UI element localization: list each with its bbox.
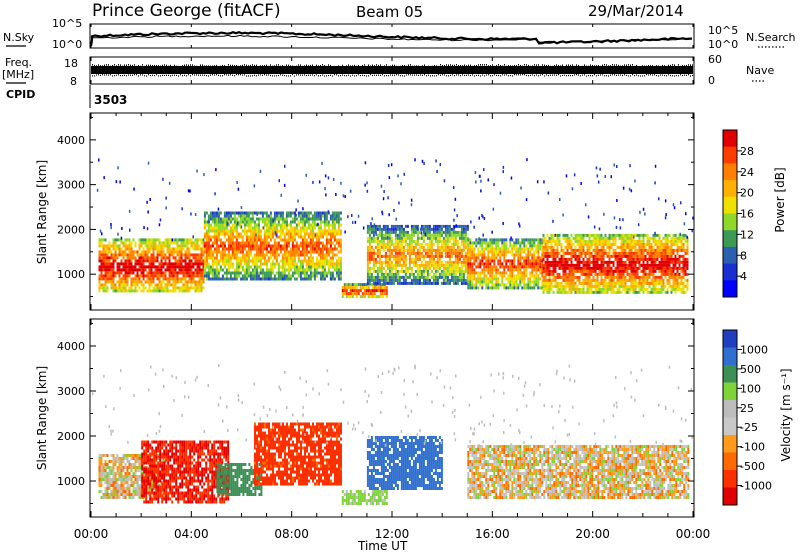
x-tick-label: 16:00 — [475, 527, 510, 541]
freq-noise — [92, 64, 693, 77]
nsky-trace — [89, 31, 693, 47]
colorbar-swatch — [723, 213, 737, 231]
nsearch-trace — [91, 34, 693, 44]
x-tick-label: 00:00 — [74, 527, 109, 541]
velocity-data — [91, 364, 693, 505]
colorbar-tick-label: 100 — [740, 382, 761, 395]
power-ylabel: Slant Range [km] — [35, 160, 49, 264]
y-tick-label: 4000 — [57, 340, 85, 353]
nsky-tick-bottom: 10^0 — [52, 38, 82, 51]
colorbar-tick-label: -500 — [740, 460, 765, 473]
freq-tick-bottom: 8 — [70, 75, 77, 88]
freq-unit: [MHz] — [2, 68, 34, 81]
colorbar-tick-label: 500 — [740, 363, 761, 376]
x-tick-label: 12:00 — [375, 527, 410, 541]
y-tick-label: 1000 — [57, 268, 85, 281]
colorbar-swatch — [723, 487, 737, 506]
colorbar-swatch — [723, 180, 737, 198]
power-colorbar: 28 24 20 16 12 8 4 — [722, 129, 754, 298]
nsky-tick-top: 10^5 — [52, 17, 82, 30]
y-tick-label: 3000 — [57, 385, 85, 398]
colorbar-tick-label: -100 — [740, 441, 765, 454]
y-tick-label: 2000 — [57, 223, 85, 236]
colorbar-swatch — [723, 196, 737, 214]
colorbar-swatch — [723, 230, 737, 248]
colorbar-tick-label: 4 — [740, 270, 747, 283]
colorbar-tick-label: 8 — [740, 249, 747, 262]
colorbar-swatch — [723, 263, 737, 281]
velocity-ylabel: Slant Range [km] — [35, 366, 49, 470]
colorbar-tick-label: -1000 — [740, 480, 772, 493]
velocity-colorbar: 1000 500 100 25 -25 -100 -500 -1000 — [722, 329, 772, 506]
nsearch-tick-top: 10^5 — [708, 24, 738, 37]
colorbar-swatch — [723, 280, 737, 298]
colorbar-swatch — [723, 382, 737, 401]
power-data — [96, 158, 694, 299]
station-title: Prince George (fitACF) — [92, 1, 281, 21]
time-axis: 00:00 04:00 08:00 12:00 16:00 20:00 00:00 — [74, 24, 711, 541]
colorbar-tick-label: 25 — [740, 402, 754, 415]
date-label: 29/Mar/2014 — [588, 2, 684, 20]
power-colorbar-label: Power [dB] — [773, 167, 787, 232]
nave-tick-top: 60 — [708, 53, 722, 66]
time-axis-label: Time UT — [357, 539, 408, 553]
y-tick-label: 4000 — [57, 134, 85, 147]
nave-tick-bottom: 0 — [708, 74, 715, 87]
colorbar-tick-label: 12 — [740, 228, 754, 241]
colorbar-swatch — [723, 435, 737, 453]
colorbar-tick-label: 16 — [740, 208, 754, 221]
colorbar-swatch — [723, 130, 737, 148]
freq-tick-top: 18 — [64, 57, 78, 70]
colorbar-swatch — [723, 163, 737, 181]
nsearch-label: N.Search — [746, 31, 796, 44]
x-tick-label: 20:00 — [575, 527, 610, 541]
y-tick-label: 2000 — [57, 430, 85, 443]
velocity-y-axis: 1000 2000 3000 4000 — [57, 323, 694, 504]
y-tick-label: 1000 — [57, 475, 85, 488]
nsky-label: N.Sky — [3, 31, 35, 44]
colorbar-tick-label: 1000 — [740, 343, 768, 356]
power-y-axis: 1000 2000 3000 4000 — [57, 116, 694, 298]
x-tick-label: 00:00 — [676, 527, 711, 541]
colorbar-swatch — [723, 146, 737, 164]
velocity-colorbar-label: Velocity [m s⁻¹] — [779, 368, 793, 461]
cpid-label: CPID — [6, 88, 35, 101]
colorbar-swatch — [723, 452, 737, 471]
colorbar-swatch — [723, 470, 737, 488]
freq-label: Freq. — [5, 56, 32, 69]
colorbar-swatch — [723, 417, 737, 436]
colorbar-swatch — [723, 400, 737, 418]
nsearch-tick-bottom: 10^0 — [708, 38, 738, 51]
colorbar-swatch — [723, 246, 737, 265]
cpid-value: 3503 — [94, 93, 127, 107]
colorbar-tick-label: 24 — [740, 166, 754, 179]
x-tick-label: 08:00 — [274, 527, 309, 541]
x-tick-label: 04:00 — [174, 527, 209, 541]
colorbar-tick-label: -25 — [740, 421, 758, 434]
colorbar-tick-label: 28 — [740, 145, 754, 158]
colorbar-swatch — [723, 347, 737, 366]
beam-label: Beam 05 — [356, 3, 423, 21]
freq-nave-band — [91, 66, 693, 74]
nave-label: Nave — [746, 64, 774, 77]
colorbar-swatch — [723, 365, 737, 383]
colorbar-swatch — [723, 330, 737, 348]
y-tick-label: 3000 — [57, 179, 85, 192]
colorbar-tick-label: 20 — [740, 187, 754, 200]
